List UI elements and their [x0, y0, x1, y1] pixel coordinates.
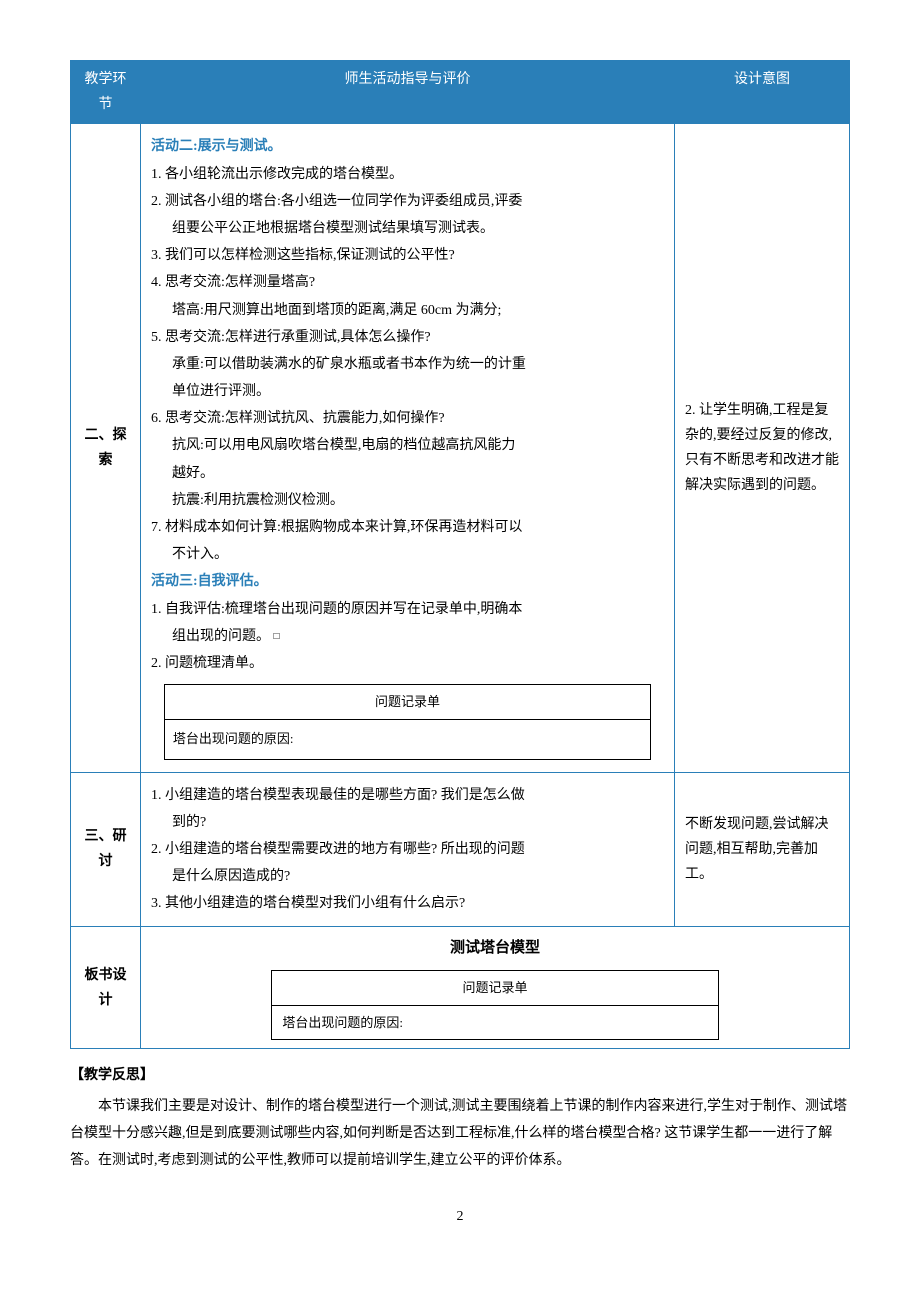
- activity3-title: 活动三:自我评估。: [151, 574, 268, 589]
- stage-board: 板书设计: [71, 927, 141, 1049]
- activity-content-discuss: 1. 小组建造的塔台模型表现最佳的是哪些方面? 我们是怎么做 到的? 2. 小组…: [141, 772, 675, 927]
- square-marker: □: [274, 631, 280, 642]
- content-item: 单位进行评测。: [151, 379, 664, 404]
- activity2-title: 活动二:展示与测试。: [151, 139, 282, 154]
- record-row: 塔台出现问题的原因:: [164, 719, 650, 759]
- board-record-table: 问题记录单 塔台出现问题的原因:: [271, 970, 718, 1040]
- content-item: 承重:可以借助装满水的矿泉水瓶或者书本作为统一的计重: [151, 352, 664, 377]
- page-number: 2: [70, 1204, 850, 1229]
- table-row: 二、探索 活动二:展示与测试。 1. 各小组轮流出示修改完成的塔台模型。 2. …: [71, 124, 850, 772]
- record-table: 问题记录单 塔台出现问题的原因:: [164, 684, 651, 759]
- content-item: 3. 我们可以怎样检测这些指标,保证测试的公平性?: [151, 243, 664, 268]
- table-row: 板书设计 测试塔台模型 问题记录单 塔台出现问题的原因:: [71, 927, 850, 1049]
- content-item: 5. 思考交流:怎样进行承重测试,具体怎么操作?: [151, 325, 664, 350]
- header-stage: 教学环节: [71, 61, 141, 124]
- table-row: 三、研讨 1. 小组建造的塔台模型表现最佳的是哪些方面? 我们是怎么做 到的? …: [71, 772, 850, 927]
- stage-explore: 二、探索: [71, 124, 141, 772]
- content-item: 7. 材料成本如何计算:根据购物成本来计算,环保再造材料可以: [151, 515, 664, 540]
- content-item: 1. 各小组轮流出示修改完成的塔台模型。: [151, 162, 664, 187]
- content-item: 1. 小组建造的塔台模型表现最佳的是哪些方面? 我们是怎么做: [151, 783, 664, 808]
- content-item: 塔高:用尺测算出地面到塔顶的距离,满足 60cm 为满分;: [151, 298, 664, 323]
- reflection-body: 本节课我们主要是对设计、制作的塔台模型进行一个测试,测试主要围绕着上节课的制作内…: [70, 1094, 850, 1174]
- stage-discuss: 三、研讨: [71, 772, 141, 927]
- reflection-title: 【教学反思】: [70, 1063, 850, 1088]
- content-item: 越好。: [151, 461, 664, 486]
- content-item: 3. 其他小组建造的塔台模型对我们小组有什么启示?: [151, 891, 664, 916]
- board-title: 测试塔台模型: [151, 935, 839, 962]
- board-record-header: 问题记录单: [272, 971, 718, 1005]
- header-activity: 师生活动指导与评价: [141, 61, 675, 124]
- content-item: 组要公平公正地根据塔台模型测试结果填写测试表。: [151, 216, 664, 241]
- content-item: 抗风:可以用电风扇吹塔台模型,电扇的档位越高抗风能力: [151, 433, 664, 458]
- header-intent: 设计意图: [675, 61, 850, 124]
- content-item: 2. 小组建造的塔台模型需要改进的地方有哪些? 所出现的问题: [151, 837, 664, 862]
- content-item: 2. 问题梳理清单。: [151, 651, 664, 676]
- content-item: 2. 测试各小组的塔台:各小组选一位同学作为评委组成员,评委: [151, 189, 664, 214]
- board-record-row: 塔台出现问题的原因:: [272, 1005, 718, 1039]
- content-item: 到的?: [151, 810, 664, 835]
- content-item: 不计入。: [151, 542, 664, 567]
- intent-explore: 2. 让学生明确,工程是复杂的,要经过反复的修改,只有不断思考和改进才能解决实际…: [675, 124, 850, 772]
- content-item: 6. 思考交流:怎样测试抗风、抗震能力,如何操作?: [151, 406, 664, 431]
- activity-content-explore: 活动二:展示与测试。 1. 各小组轮流出示修改完成的塔台模型。 2. 测试各小组…: [141, 124, 675, 772]
- lesson-plan-table: 教学环节 师生活动指导与评价 设计意图 二、探索 活动二:展示与测试。 1. 各…: [70, 60, 850, 1049]
- board-content: 测试塔台模型 问题记录单 塔台出现问题的原因:: [141, 927, 850, 1049]
- intent-discuss: 不断发现问题,尝试解决问题,相互帮助,完善加工。: [675, 772, 850, 927]
- content-item: 4. 思考交流:怎样测量塔高?: [151, 270, 664, 295]
- record-header: 问题记录单: [164, 685, 650, 719]
- content-item: 抗震:利用抗震检测仪检测。: [151, 488, 664, 513]
- content-item: 组出现的问题。: [172, 629, 270, 644]
- content-item: 1. 自我评估:梳理塔台出现问题的原因并写在记录单中,明确本: [151, 597, 664, 622]
- content-item: 是什么原因造成的?: [151, 864, 664, 889]
